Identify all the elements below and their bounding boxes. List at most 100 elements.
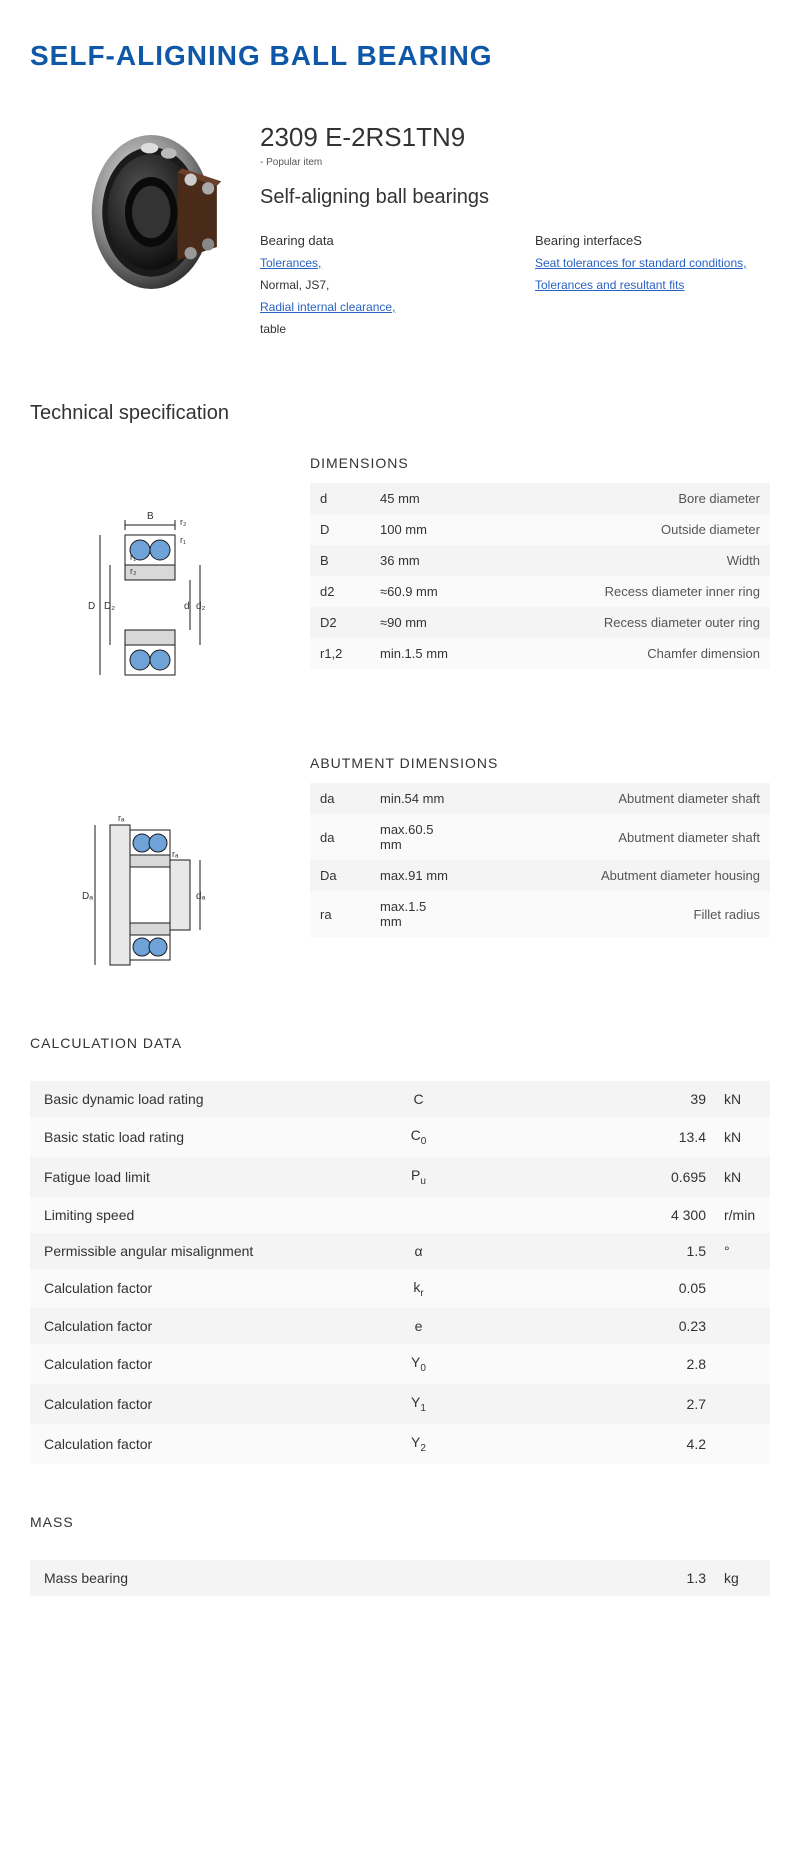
unit-cell: kN <box>720 1157 770 1197</box>
unit-cell: r/min <box>720 1197 770 1233</box>
svg-text:d: d <box>184 601 190 612</box>
svg-text:d₂: d₂ <box>196 601 206 612</box>
table-row: Limiting speed 4 300 r/min <box>30 1197 770 1233</box>
svg-text:D: D <box>88 601 95 612</box>
svg-text:D₂: D₂ <box>104 601 115 612</box>
symbol-cell: Pu <box>363 1157 474 1197</box>
value-cell: 0.23 <box>474 1308 720 1344</box>
info-link[interactable]: Seat tolerances for standard conditions, <box>535 254 770 272</box>
value-cell: 0.695 <box>474 1157 720 1197</box>
value-cell: 4.2 <box>474 1424 720 1464</box>
symbol-cell: ra <box>310 891 370 937</box>
label-cell: Mass bearing <box>30 1560 363 1596</box>
value-cell: min.1.5 mm <box>370 638 460 669</box>
unit-cell <box>720 1269 770 1309</box>
bearing-interface-col: Bearing interfaceS Seat tolerances for s… <box>535 233 770 342</box>
desc-cell: Width <box>460 545 770 576</box>
product-name: Self-aligning ball bearings <box>260 186 770 209</box>
value-cell: ≈60.9 mm <box>370 576 460 607</box>
value-cell: 100 mm <box>370 514 460 545</box>
info-text: table <box>260 320 495 338</box>
dimensions-heading: DIMENSIONS <box>310 455 770 471</box>
table-row: Calculation factor Y2 4.2 <box>30 1424 770 1464</box>
table-row: Permissible angular misalignment α 1.5 ° <box>30 1233 770 1269</box>
product-image <box>30 112 230 312</box>
hero-info: 2309 E-2RS1TN9 - Popular item Self-align… <box>260 112 770 342</box>
value-cell: max.1.5 mm <box>370 891 460 937</box>
desc-cell: Abutment diameter shaft <box>460 814 770 860</box>
value-cell: 4 300 <box>474 1197 720 1233</box>
symbol-cell: e <box>363 1308 474 1344</box>
calculation-section: CALCULATION DATA Basic dynamic load rati… <box>30 1035 770 1464</box>
value-cell: max.91 mm <box>370 860 460 891</box>
mass-heading: MASS <box>30 1514 770 1530</box>
dimensions-table: d 45 mm Bore diameterD 100 mm Outside di… <box>310 483 770 669</box>
table-row: r1,2 min.1.5 mm Chamfer dimension <box>310 638 770 669</box>
table-row: Calculation factor e 0.23 <box>30 1308 770 1344</box>
symbol-cell: Da <box>310 860 370 891</box>
table-row: Da max.91 mm Abutment diameter housing <box>310 860 770 891</box>
abutment-heading: ABUTMENT DIMENSIONS <box>310 755 770 771</box>
symbol-cell: D <box>310 514 370 545</box>
value-cell: max.60.5 mm <box>370 814 460 860</box>
symbol-cell: B <box>310 545 370 576</box>
unit-cell: ° <box>720 1233 770 1269</box>
abutment-diagram-icon: rₐ rₐ Dₐ dₐ <box>70 805 250 985</box>
symbol-cell: Y2 <box>363 1424 474 1464</box>
value-cell: 0.05 <box>474 1269 720 1309</box>
svg-text:rₐ: rₐ <box>118 813 125 823</box>
table-row: Calculation factor Y0 2.8 <box>30 1344 770 1384</box>
value-cell: min.54 mm <box>370 783 460 814</box>
svg-text:r₂: r₂ <box>180 517 187 527</box>
table-row: da max.60.5 mm Abutment diameter shaft <box>310 814 770 860</box>
dimensions-section: B r₂ r₁ r₁ r₂ D D₂ d d₂ DIMENSIONS d 45 … <box>30 455 770 705</box>
desc-cell: Bore diameter <box>460 483 770 514</box>
table-row: D2 ≈90 mm Recess diameter outer ring <box>310 607 770 638</box>
symbol-cell: D2 <box>310 607 370 638</box>
table-row: ra max.1.5 mm Fillet radius <box>310 891 770 937</box>
popular-note: - Popular item <box>260 157 770 168</box>
page-title: SELF-ALIGNING BALL BEARING <box>30 40 770 72</box>
symbol-cell: d <box>310 483 370 514</box>
value-cell: 2.8 <box>474 1344 720 1384</box>
dimensions-diagram: B r₂ r₁ r₁ r₂ D D₂ d d₂ <box>30 455 290 705</box>
unit-cell <box>720 1424 770 1464</box>
symbol-cell: da <box>310 783 370 814</box>
info-link[interactable]: Tolerances, <box>260 254 495 272</box>
value-cell: ≈90 mm <box>370 607 460 638</box>
value-cell: 36 mm <box>370 545 460 576</box>
unit-cell: kN <box>720 1081 770 1117</box>
info-link[interactable]: Radial internal clearance, <box>260 298 495 316</box>
product-code: 2309 E-2RS1TN9 <box>260 122 770 153</box>
mass-table: Mass bearing 1.3 kg <box>30 1560 770 1596</box>
svg-text:B: B <box>147 511 154 522</box>
info-heading: Bearing data <box>260 233 495 248</box>
abutment-section: rₐ rₐ Dₐ dₐ ABUTMENT DIMENSIONS da min.5… <box>30 755 770 985</box>
desc-cell: Recess diameter inner ring <box>460 576 770 607</box>
value-cell: 2.7 <box>474 1384 720 1424</box>
table-row: Basic static load rating C0 13.4 kN <box>30 1117 770 1157</box>
table-row: D 100 mm Outside diameter <box>310 514 770 545</box>
calculation-table: Basic dynamic load rating C 39 kNBasic s… <box>30 1081 770 1464</box>
label-cell: Permissible angular misalignment <box>30 1233 363 1269</box>
table-row: Calculation factor kr 0.05 <box>30 1269 770 1309</box>
label-cell: Basic static load rating <box>30 1117 363 1157</box>
value-cell: 1.5 <box>474 1233 720 1269</box>
hero-section: 2309 E-2RS1TN9 - Popular item Self-align… <box>30 112 770 342</box>
label-cell: Calculation factor <box>30 1308 363 1344</box>
desc-cell: Abutment diameter housing <box>460 860 770 891</box>
svg-text:r₂: r₂ <box>130 566 137 576</box>
bearing-icon <box>90 117 230 307</box>
symbol-cell: C0 <box>363 1117 474 1157</box>
unit-cell: kg <box>720 1560 770 1596</box>
value-cell: 39 <box>474 1081 720 1117</box>
svg-text:r₁: r₁ <box>130 552 136 562</box>
desc-cell: Chamfer dimension <box>460 638 770 669</box>
abutment-table: da min.54 mm Abutment diameter shaftda m… <box>310 783 770 937</box>
label-cell: Calculation factor <box>30 1384 363 1424</box>
table-row: da min.54 mm Abutment diameter shaft <box>310 783 770 814</box>
symbol-cell: C <box>363 1081 474 1117</box>
info-link[interactable]: Tolerances and resultant fits <box>535 276 770 294</box>
table-row: Mass bearing 1.3 kg <box>30 1560 770 1596</box>
symbol-cell <box>363 1197 474 1233</box>
